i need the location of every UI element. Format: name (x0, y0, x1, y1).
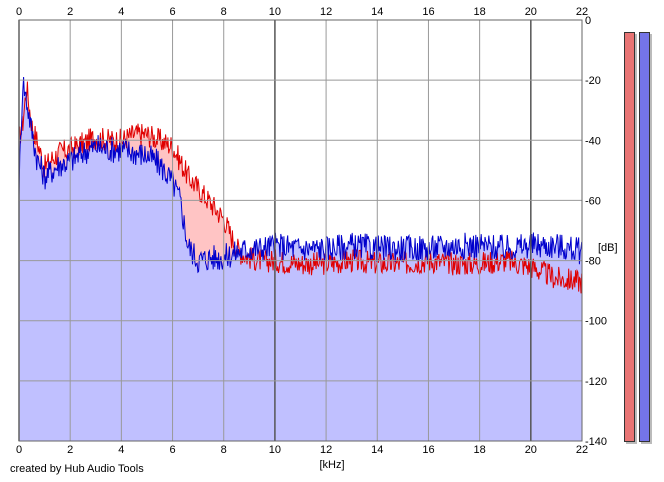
x-tick-label-bottom: 4 (118, 444, 124, 456)
x-tick-label-top: 2 (67, 6, 73, 18)
y-tick-label: -60 (585, 195, 601, 207)
credit-text: created by Hub Audio Tools (10, 463, 144, 475)
series-line-1 (18, 81, 583, 294)
series-line-2 (18, 76, 583, 274)
x-tick-label-top: 6 (169, 6, 175, 18)
y-tick-label: -20 (585, 75, 601, 87)
series-layer (18, 76, 583, 441)
x-tick-label-bottom: 0 (16, 444, 22, 456)
y-tick-label: -120 (585, 376, 607, 388)
y-tick-label: -100 (585, 316, 607, 328)
x-tick-label-bottom: 2 (67, 444, 73, 456)
x-tick-label-top: 20 (525, 6, 537, 18)
x-axis-label: [kHz] (319, 459, 344, 471)
y-tick-label: -80 (585, 256, 601, 268)
x-tick-label-top: 8 (221, 6, 227, 18)
x-tick-label-bottom: 10 (269, 444, 281, 456)
level-meter-left (624, 32, 635, 442)
y-axis-label: [dB] (598, 242, 618, 254)
y-tick-label: 0 (585, 15, 591, 27)
x-tick-label-bottom: 14 (371, 444, 383, 456)
x-tick-label-bottom: 18 (474, 444, 486, 456)
x-tick-label-top: 16 (422, 6, 434, 18)
level-meter-right (639, 32, 650, 442)
y-tick-label: -40 (585, 135, 601, 147)
x-tick-label-top: 10 (269, 6, 281, 18)
x-tick-label-bottom: 8 (221, 444, 227, 456)
x-tick-label-top: 0 (16, 6, 22, 18)
x-tick-label-bottom: 6 (169, 444, 175, 456)
x-tick-label-bottom: 12 (320, 444, 332, 456)
y-tick-label: -140 (585, 436, 607, 448)
x-tick-labels-bottom: 0 2 4 6 8 10 12 14 16 18 20 22 (16, 444, 588, 456)
x-tick-label-top: 4 (118, 6, 124, 18)
x-tick-labels-top: 0 2 4 6 8 10 12 14 16 18 20 22 (16, 6, 588, 18)
grid-layer (18, 19, 583, 442)
x-tick-label-top: 22 (576, 6, 588, 18)
y-tick-labels: 0 -20 -40 -60 -80 -100 -120 -140 (585, 15, 607, 448)
x-tick-label-top: 18 (474, 6, 486, 18)
x-tick-label-top: 12 (320, 6, 332, 18)
x-tick-label-top: 14 (371, 6, 383, 18)
x-tick-label-bottom: 22 (576, 444, 588, 456)
series-fill-2 (19, 77, 582, 441)
plot-frame (18, 19, 583, 442)
x-tick-label-bottom: 20 (525, 444, 537, 456)
x-tick-label-bottom: 16 (422, 444, 434, 456)
